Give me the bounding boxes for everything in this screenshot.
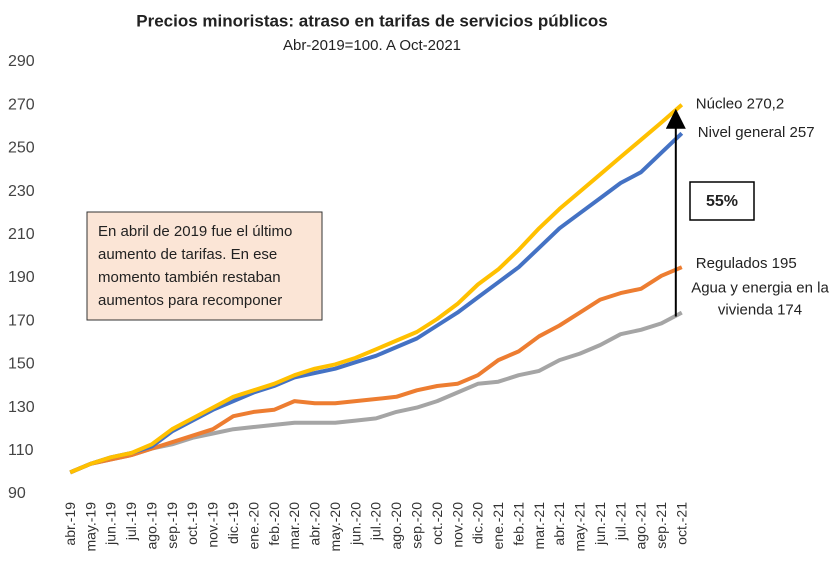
y-tick-label: 130 bbox=[8, 399, 35, 416]
y-tick-label: 250 bbox=[8, 140, 35, 157]
x-tick-label: may.-19 bbox=[82, 502, 98, 552]
series-line bbox=[69, 103, 684, 475]
series-label: vivienda 174 bbox=[718, 302, 802, 319]
series-line bbox=[69, 265, 683, 475]
x-tick-label: feb.-21 bbox=[510, 502, 526, 546]
x-tick-label: abr.-21 bbox=[551, 502, 567, 546]
x-tick-label: jul.-20 bbox=[368, 502, 384, 541]
x-tick-label: ago.-20 bbox=[388, 502, 404, 550]
x-tick-label: oct.-21 bbox=[674, 502, 690, 545]
x-tick-label: may.-20 bbox=[327, 502, 343, 552]
x-tick-label: jun.-19 bbox=[103, 502, 119, 546]
x-tick-label: ago.-19 bbox=[143, 502, 159, 550]
y-tick-label: 150 bbox=[8, 356, 35, 373]
note-box bbox=[86, 211, 323, 321]
x-tick-label: mar.-21 bbox=[531, 502, 547, 550]
series-label: Nivel general 257 bbox=[698, 124, 815, 141]
series-label: Núcleo 270,2 bbox=[696, 96, 784, 113]
x-tick-label: ene.-20 bbox=[245, 502, 261, 550]
x-tick-label: nov.-19 bbox=[205, 502, 221, 548]
y-tick-label: 190 bbox=[8, 269, 35, 286]
note-text: aumentos para recomponer bbox=[98, 292, 282, 309]
chart-subtitle: Abr-2019=100. A Oct-2021 bbox=[283, 37, 461, 54]
x-tick-label: ene.-21 bbox=[490, 502, 506, 550]
note-text: momento también restaban bbox=[98, 269, 281, 286]
x-tick-label: ago.-21 bbox=[633, 502, 649, 550]
x-tick-label: oct.-19 bbox=[184, 502, 200, 545]
x-tick-label: sep.-21 bbox=[653, 502, 669, 549]
x-tick-label: oct.-20 bbox=[429, 502, 445, 545]
x-tick-label: may.-21 bbox=[572, 502, 588, 552]
x-tick-label: feb.-20 bbox=[266, 502, 282, 546]
y-tick-label: 90 bbox=[8, 485, 26, 502]
note-text: En abril de 2019 fue el último bbox=[98, 223, 292, 240]
series-label: Agua y energia en la bbox=[691, 280, 829, 297]
x-tick-label: jul.-21 bbox=[612, 502, 628, 541]
series-label: Regulados 195 bbox=[696, 255, 797, 272]
y-tick-label: 270 bbox=[8, 96, 35, 113]
chart-title: Precios minoristas: atraso en tarifas de… bbox=[136, 11, 607, 30]
x-tick-label: dic.-20 bbox=[470, 502, 486, 544]
gap-box bbox=[689, 181, 755, 221]
x-tick-label: mar.-20 bbox=[286, 502, 302, 550]
x-tick-label: jul.-19 bbox=[123, 502, 139, 541]
note-text: aumento de tarifas. En ese bbox=[98, 246, 277, 263]
y-tick-label: 170 bbox=[8, 312, 35, 329]
y-tick-label: 290 bbox=[8, 53, 35, 70]
y-tick-label: 110 bbox=[8, 442, 34, 459]
y-tick-label: 230 bbox=[8, 183, 35, 200]
gap-label: 55% bbox=[706, 193, 738, 210]
x-tick-label: abr.-19 bbox=[62, 502, 78, 546]
series-line bbox=[69, 310, 683, 475]
x-tick-label: jun.-21 bbox=[592, 502, 608, 546]
x-tick-label: sep.-20 bbox=[408, 502, 424, 549]
y-tick-label: 210 bbox=[8, 226, 35, 243]
x-tick-label: nov.-20 bbox=[449, 502, 465, 548]
x-tick-label: jun.-20 bbox=[347, 502, 363, 546]
x-tick-label: abr.-20 bbox=[307, 502, 323, 546]
x-tick-label: dic.-19 bbox=[225, 502, 241, 544]
x-tick-label: sep.-19 bbox=[164, 502, 180, 549]
